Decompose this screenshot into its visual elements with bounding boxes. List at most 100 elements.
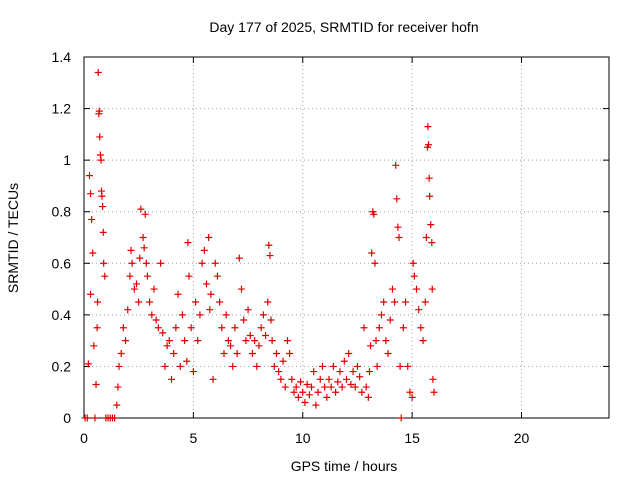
data-point — [395, 234, 403, 241]
data-point — [187, 324, 195, 332]
data-point — [242, 337, 250, 345]
data-point — [367, 342, 375, 350]
data-point — [209, 375, 217, 383]
data-point — [392, 161, 400, 169]
data-point — [196, 311, 204, 319]
data-point — [119, 324, 127, 332]
data-point — [227, 342, 235, 350]
data-point — [113, 401, 121, 409]
data-point — [231, 324, 239, 332]
data-point — [152, 316, 160, 324]
data-point — [391, 298, 399, 306]
data-point — [338, 383, 346, 391]
data-point — [267, 316, 275, 324]
data-point — [413, 285, 420, 293]
data-point — [136, 254, 144, 262]
x-tick-label: 15 — [404, 430, 420, 446]
data-point — [266, 252, 274, 260]
data-point — [126, 272, 134, 280]
y-axis-label: SRMTID / TECUs — [5, 183, 21, 293]
data-point — [203, 280, 210, 288]
y-tick-label: 0.2 — [52, 358, 72, 374]
data-point — [257, 324, 265, 332]
data-point — [213, 272, 221, 280]
data-point — [428, 239, 436, 247]
data-point — [424, 123, 432, 131]
data-point — [184, 239, 192, 247]
data-point — [192, 298, 200, 306]
data-point — [259, 311, 267, 319]
data-point — [206, 306, 214, 314]
data-point — [238, 285, 245, 293]
data-point — [139, 234, 147, 241]
data-point — [157, 259, 165, 267]
data-point — [425, 174, 433, 182]
data-point — [406, 388, 414, 396]
data-point — [427, 221, 435, 229]
data-point — [294, 393, 302, 401]
data-point — [207, 290, 215, 298]
data-point — [310, 368, 318, 376]
data-point — [143, 272, 151, 280]
data-point — [386, 316, 394, 324]
data-point — [148, 311, 156, 319]
data-point — [404, 362, 412, 370]
data-point — [216, 298, 224, 306]
data-point — [327, 383, 335, 391]
data-point — [299, 388, 307, 396]
data-point — [303, 380, 311, 388]
data-point — [301, 399, 309, 407]
data-point — [314, 388, 322, 396]
data-point — [117, 350, 125, 358]
data-point — [253, 362, 261, 370]
data-point — [211, 259, 219, 267]
data-point — [262, 331, 270, 339]
data-point — [286, 350, 294, 358]
data-point — [336, 368, 344, 376]
data-point — [419, 337, 427, 345]
data-point — [373, 362, 381, 370]
data-points — [81, 68, 438, 422]
data-point — [370, 210, 378, 218]
data-point — [89, 249, 97, 257]
data-point — [114, 383, 122, 391]
data-point — [98, 192, 106, 200]
data-point — [99, 228, 107, 236]
data-point — [388, 285, 396, 293]
data-point — [178, 311, 186, 319]
data-point — [135, 298, 143, 306]
data-point — [371, 259, 379, 267]
axis-ticks: 0 5 10 15 20 0 0.2 0.4 0.6 0.8 1 1.2 1.4 — [52, 49, 609, 446]
data-point — [124, 306, 132, 314]
data-point — [96, 133, 104, 141]
data-point — [229, 362, 237, 370]
data-point — [150, 285, 158, 293]
y-tick-label: 1.2 — [52, 101, 72, 117]
data-point — [382, 337, 390, 345]
data-point — [92, 380, 100, 388]
data-point — [142, 259, 150, 267]
data-point — [347, 380, 355, 388]
data-point — [408, 393, 416, 401]
data-point — [353, 362, 361, 370]
data-point — [325, 375, 333, 383]
x-tick-label: 10 — [295, 430, 311, 446]
data-point — [351, 383, 359, 391]
data-point — [349, 368, 357, 376]
data-point — [334, 378, 342, 386]
x-tick-label: 0 — [80, 430, 88, 446]
data-point — [159, 329, 167, 337]
data-point — [194, 337, 202, 345]
data-point — [172, 324, 180, 332]
data-point — [281, 383, 289, 391]
data-point — [356, 373, 364, 381]
data-point — [283, 337, 291, 345]
data-point — [170, 350, 178, 358]
data-point — [90, 342, 98, 350]
data-point — [246, 331, 254, 339]
data-point — [409, 259, 417, 267]
data-point — [430, 388, 438, 396]
data-point — [364, 393, 372, 401]
data-point — [133, 280, 140, 288]
data-point — [168, 375, 175, 383]
